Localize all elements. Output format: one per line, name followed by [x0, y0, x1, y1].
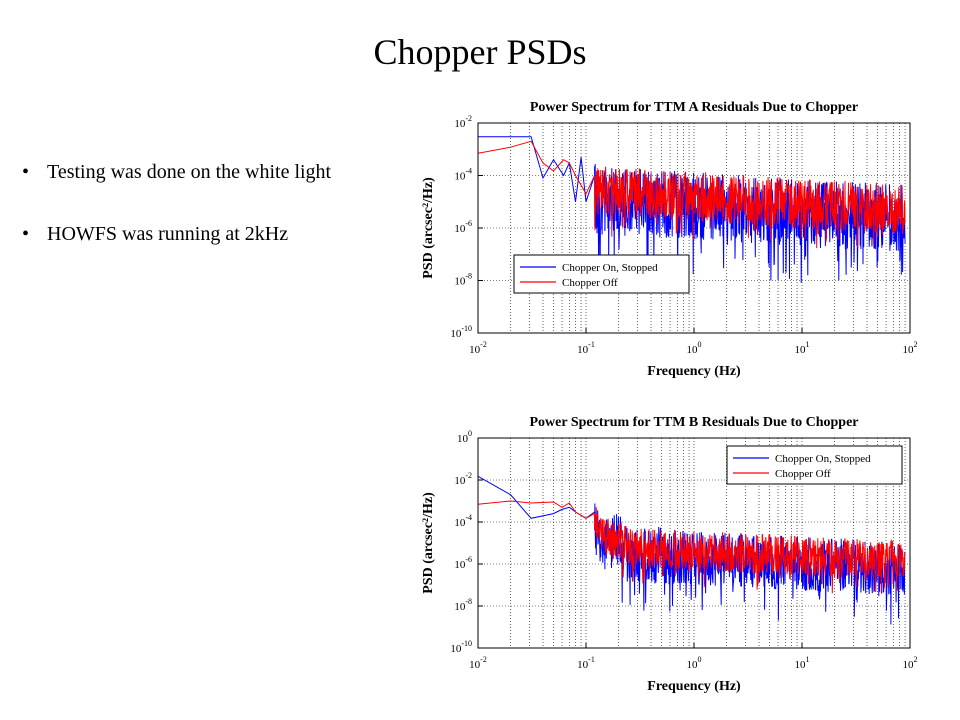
legend-box [513, 254, 690, 294]
y-tick-label: 10-2 [454, 471, 472, 487]
y-tick-label: 10-2 [454, 114, 472, 130]
series-line-chopper-off [478, 140, 906, 249]
bullet-item: • Testing was done on the white light [22, 160, 331, 184]
y-tick-label: 10-8 [454, 597, 472, 613]
bullet-text: HOWFS was running at 2kHz [47, 223, 289, 245]
x-tick-label: 101 [795, 340, 810, 356]
slide-title: Chopper PSDs [373, 32, 587, 72]
bullet-list: • Testing was done on the white light • … [22, 160, 331, 284]
y-tick-label: 100 [457, 429, 472, 445]
x-tick-label: 100 [687, 655, 702, 671]
chart-title: Power Spectrum for TTM B Residuals Due t… [530, 415, 859, 430]
x-tick-label: 10-1 [577, 655, 595, 671]
chart-ttm-a: 10-2 10-1 100 101 102 10-10 10-8 10-6 10-4 10-2 Po… [410, 88, 930, 388]
y-tick-label: 10-6 [454, 219, 472, 235]
bullet-text: Testing was done on the white light [47, 161, 332, 183]
x-tick-label: 10-2 [469, 340, 487, 356]
y-tick-label: 10-8 [454, 272, 472, 288]
bullet-item: • HOWFS was running at 2kHz [22, 222, 331, 246]
series-line-chopper-off [478, 500, 906, 594]
bullet-dot-icon: • [22, 223, 30, 245]
legend-label: Chopper Off [562, 277, 618, 289]
bullet-dot-icon: • [22, 161, 30, 183]
y-tick-label: 10-6 [454, 555, 472, 571]
chart-svg: 10-2 10-1 100 101 102 10-10 10-8 10-6 10-4 10-2 10… [421, 415, 918, 694]
x-tick-label: 102 [903, 655, 918, 671]
x-tick-label: 10-1 [577, 340, 595, 356]
chart-title: Power Spectrum for TTM A Residuals Due t… [530, 100, 858, 115]
legend-label: Chopper Off [775, 468, 831, 480]
y-axis-label: PSD (arcsec²/Hz) [421, 177, 436, 279]
x-tick-label: 10-2 [469, 655, 487, 671]
x-axis-label: Frequency (Hz) [647, 679, 741, 694]
legend-box [726, 445, 903, 485]
x-tick-label: 100 [687, 340, 702, 356]
legend-label: Chopper On, Stopped [775, 453, 871, 465]
x-tick-label: 102 [903, 340, 918, 356]
x-axis-label: Frequency (Hz) [647, 364, 741, 379]
legend-label: Chopper On, Stopped [562, 262, 658, 274]
y-tick-label: 10-4 [454, 167, 472, 183]
chart-ttm-b: 10-2 10-1 100 101 102 10-10 10-8 10-6 10-4 10-2 10… [410, 403, 930, 703]
y-axis-label: PSD (arcsec²/Hz) [421, 492, 436, 594]
y-tick-label: 10-4 [454, 513, 472, 529]
x-tick-label: 101 [795, 655, 810, 671]
y-tick-label: 10-10 [450, 324, 472, 340]
chart-svg: 10-2 10-1 100 101 102 10-10 10-8 10-6 10-4 10-2 Po… [421, 100, 918, 379]
y-tick-label: 10-10 [450, 639, 472, 655]
